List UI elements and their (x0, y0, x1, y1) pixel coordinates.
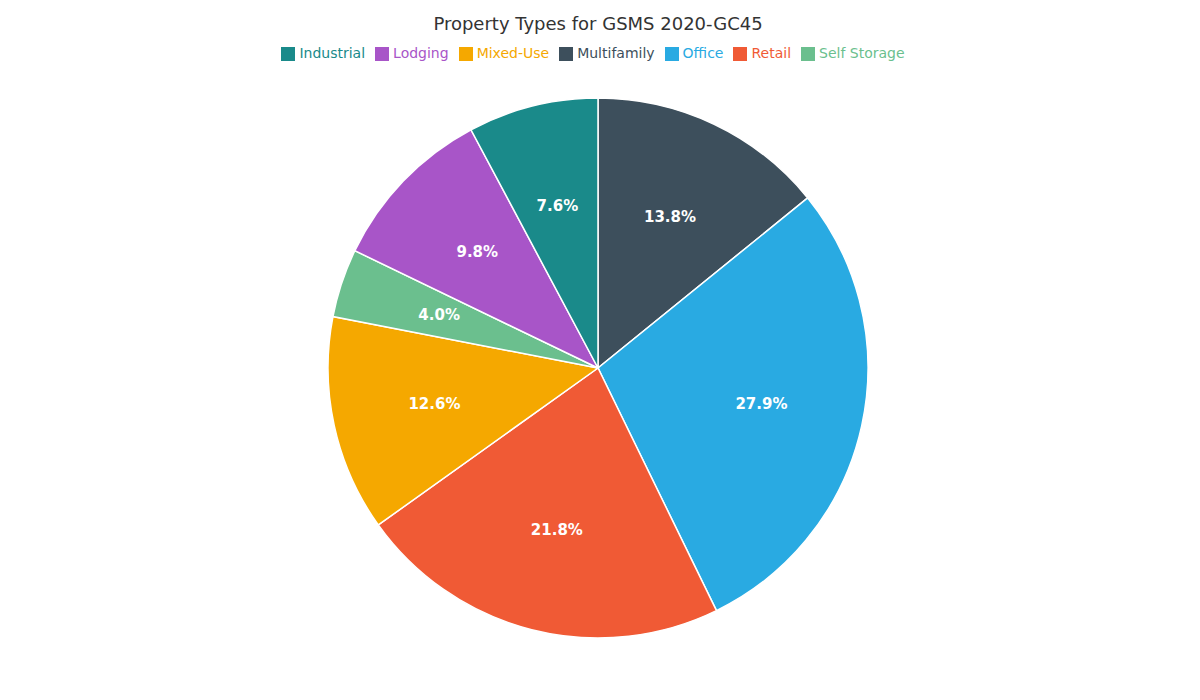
svg-text:12.6%: 12.6% (408, 395, 460, 413)
svg-text:27.9%: 27.9% (735, 395, 787, 413)
html-text:Retail: Retail (751, 45, 791, 61)
svg-text:7.6%: 7.6% (537, 197, 579, 215)
html-text:Self Storage: Self Storage (819, 45, 905, 61)
html-text:Industrial: Industrial (299, 45, 366, 61)
html-text:Mixed-Use: Mixed-Use (476, 45, 550, 61)
html-text:Property Types for GSMS 2020-G: Property Types for GSMS 2020-GC45 (433, 13, 763, 34)
svg-text:9.8%: 9.8% (456, 243, 498, 261)
html-text:Office: Office (682, 45, 724, 61)
html-text:Lodging: Lodging (393, 45, 449, 61)
svg-text:21.8%: 21.8% (531, 521, 583, 539)
svg-text:13.8%: 13.8% (644, 208, 696, 226)
html-text:Multifamily: Multifamily (577, 45, 655, 61)
svg-text:4.0%: 4.0% (418, 306, 460, 324)
